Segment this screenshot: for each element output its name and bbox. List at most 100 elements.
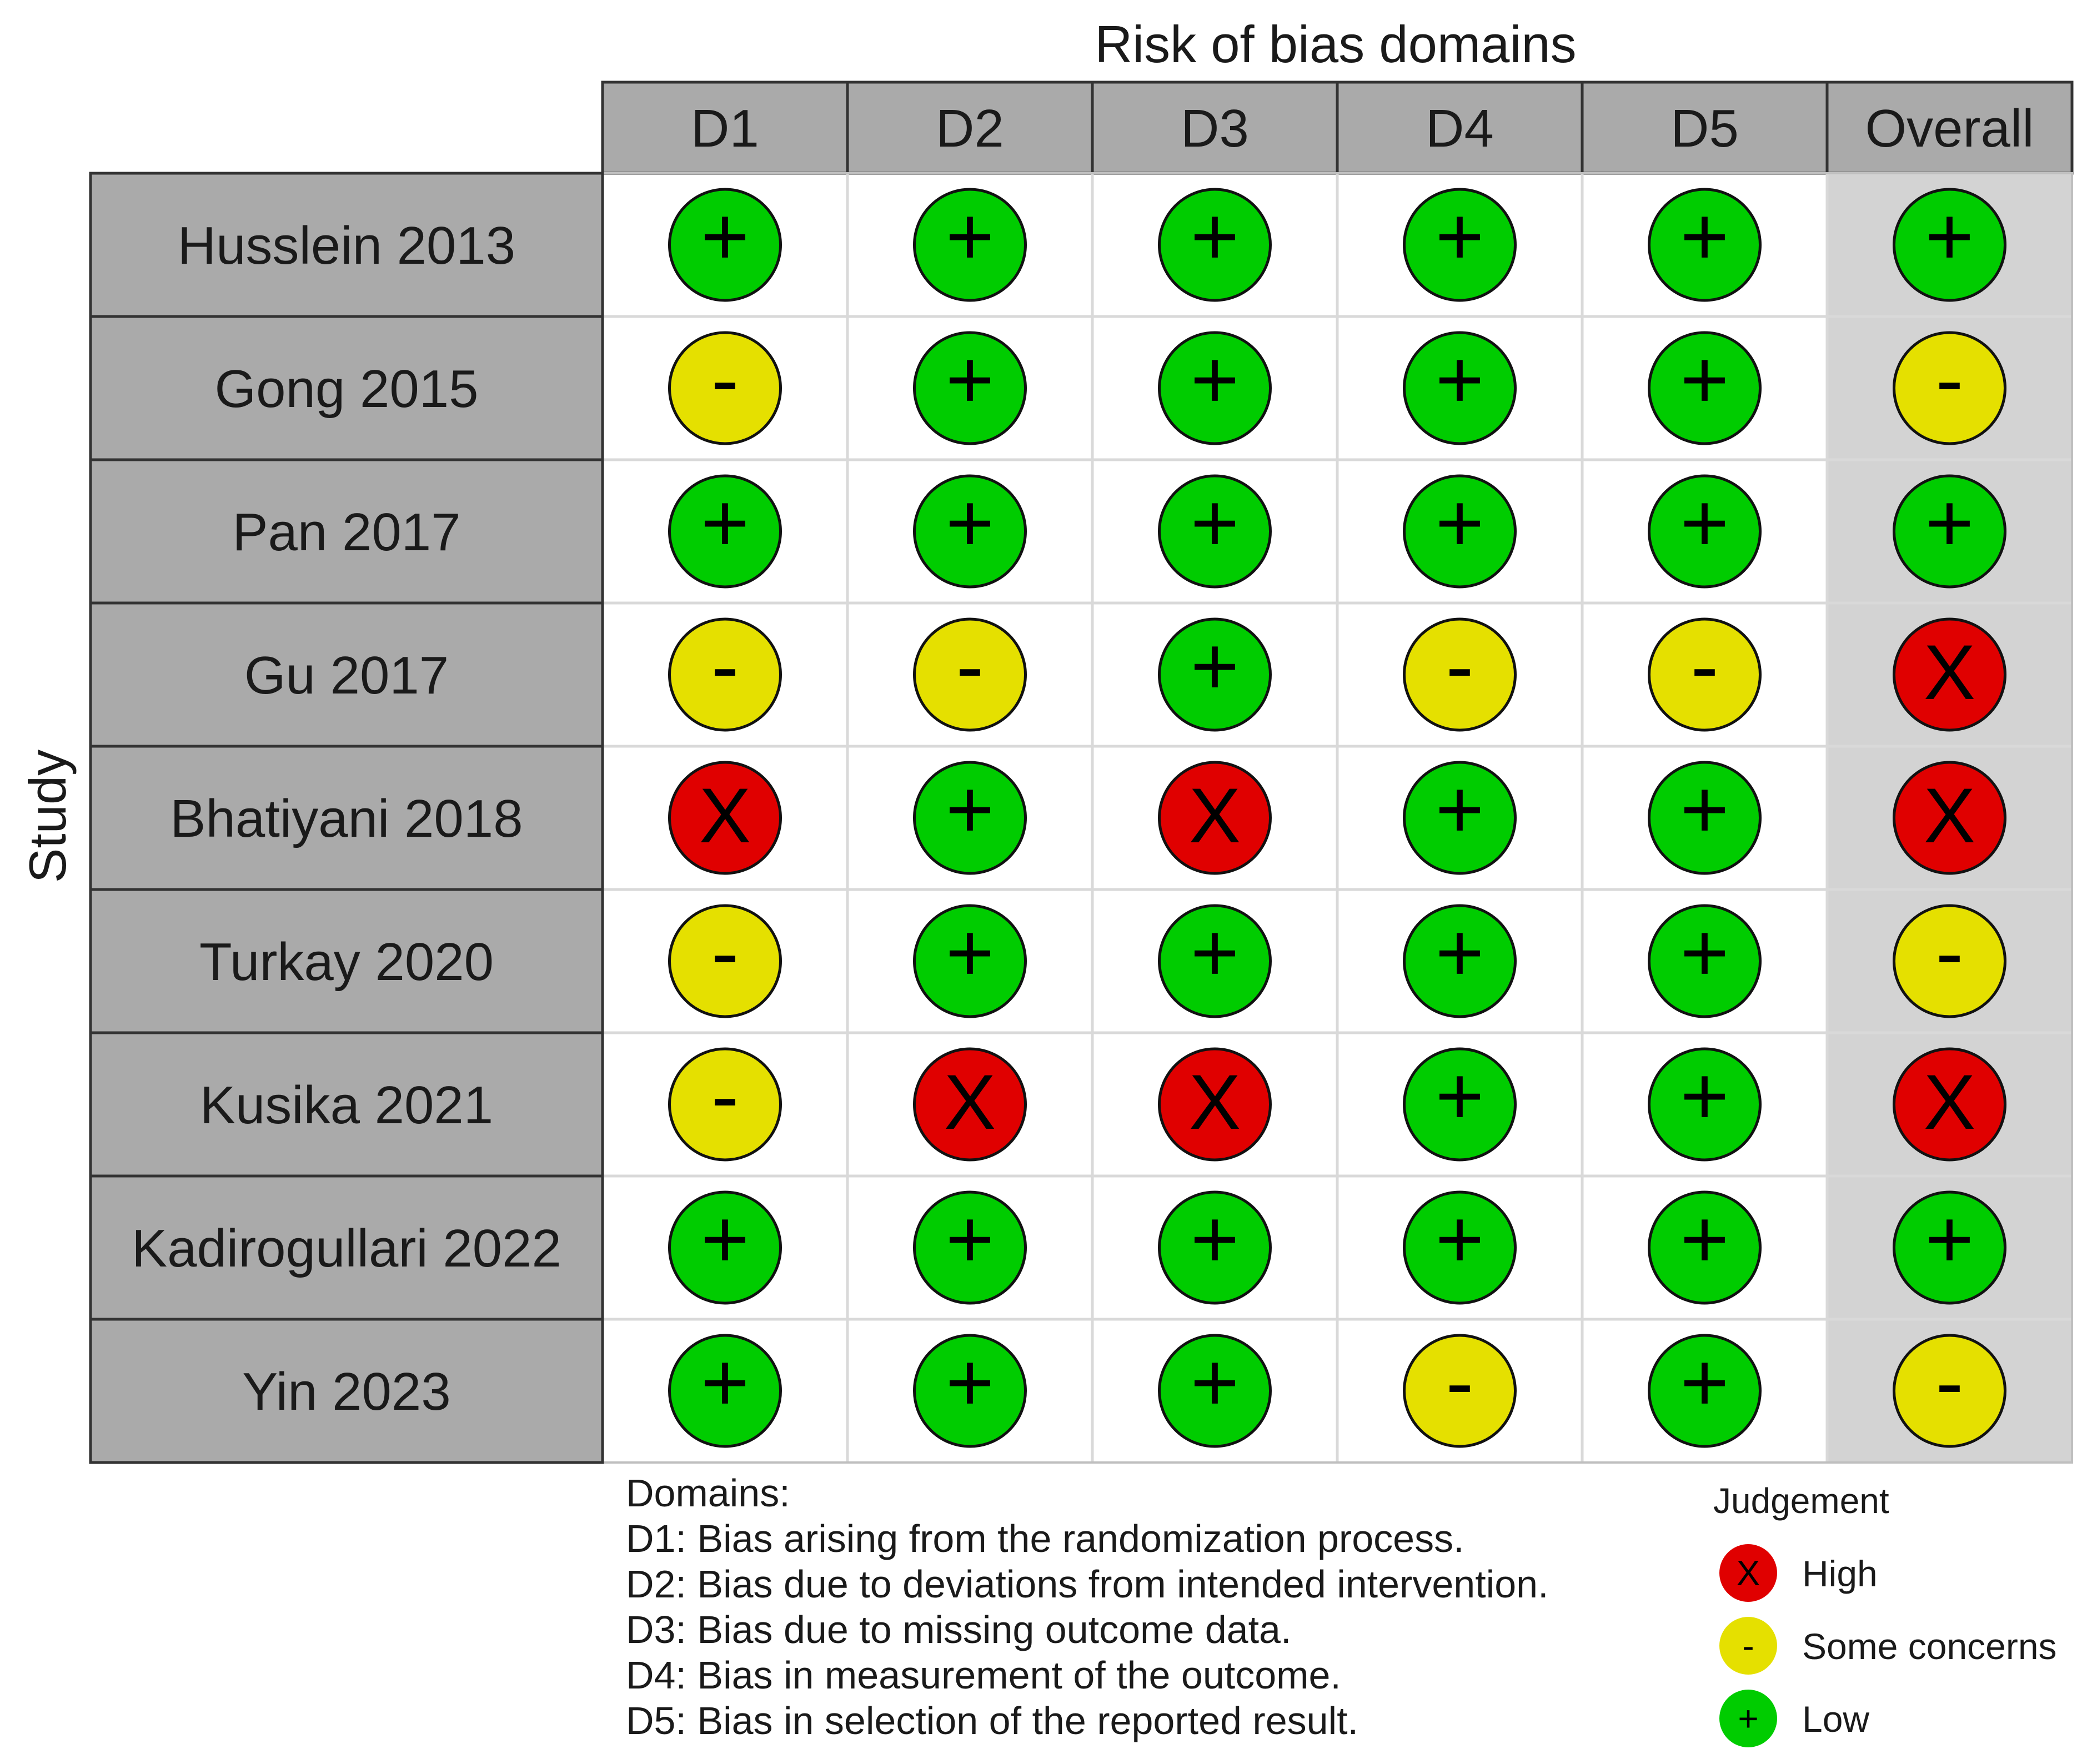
domains-list: D1: Bias arising from the randomization … [626, 1517, 1549, 1742]
judgement-symbol: - [711, 619, 739, 712]
judgement-symbol: + [701, 189, 750, 283]
judgement-symbol: + [701, 476, 750, 569]
judgement-some-concerns-marker [1648, 617, 1762, 732]
judgement-symbol: + [1191, 906, 1240, 999]
judgement-symbol: X [1189, 772, 1241, 859]
study-label-cell [89, 172, 604, 318]
judgement-low-marker [1403, 1047, 1517, 1162]
study-label: Bhatiyani 2018 [170, 789, 523, 848]
judgement-symbol: - [1691, 619, 1719, 712]
judgement-symbol: + [1680, 1335, 1729, 1429]
judgement-low-marker [668, 188, 782, 302]
column-header-d1 [601, 81, 849, 175]
domain-description: D3: Bias due to missing outcome data. [626, 1608, 1291, 1651]
judgement-low-marker [1158, 188, 1272, 302]
column-header-overall [1825, 81, 2074, 175]
judgement-symbol: + [701, 1335, 750, 1429]
judgement-low-marker [1403, 904, 1517, 1018]
judgement-symbol: + [1191, 1335, 1240, 1429]
legend-symbol: - [1742, 1626, 1754, 1666]
judgement-symbol: + [1680, 333, 1729, 426]
judgement-low-marker [1158, 474, 1272, 589]
judgement-high-marker [1158, 761, 1272, 875]
column-header-label-d4: D4 [1426, 99, 1494, 158]
study-label-cell [89, 1031, 604, 1178]
judgement-some-concerns-marker [668, 904, 782, 1018]
domains-heading: Domains: [626, 1471, 790, 1515]
judgement-symbol: - [1936, 1335, 1964, 1429]
judgement-high-marker [1893, 761, 2006, 875]
judgement-symbol: - [711, 906, 739, 999]
judgement-symbol: + [701, 1192, 750, 1285]
judgement-symbol: + [1191, 333, 1240, 426]
judgement-symbol: X [699, 772, 751, 859]
judgement-low-marker [1648, 331, 1762, 445]
judgement-symbol: + [1436, 906, 1484, 999]
study-label-cell [89, 458, 604, 605]
legend-label: Low [1802, 1698, 1869, 1740]
judgement-low-marker [1893, 1190, 2006, 1305]
study-label: Kadirogullari 2022 [132, 1219, 561, 1278]
judgement-symbol: - [1936, 333, 1964, 426]
judgement-low-marker [1403, 331, 1517, 445]
judgement-low-marker [913, 761, 1027, 875]
judgement-symbol: + [1436, 476, 1484, 569]
domain-description: D2: Bias due to deviations from intended… [626, 1562, 1549, 1606]
judgement-symbol: + [1680, 1192, 1729, 1285]
judgement-symbol: + [1925, 189, 1974, 283]
judgement-some-concerns-marker [1893, 1334, 2006, 1448]
judgement-low-marker [668, 474, 782, 589]
judgement-symbol: + [1436, 1049, 1484, 1142]
domain-description: D4: Bias in measurement of the outcome. [626, 1654, 1341, 1697]
study-label: Husslein 2013 [178, 216, 515, 275]
judgement-low-marker [1158, 1334, 1272, 1448]
column-header-label-d5: D5 [1670, 99, 1739, 158]
judgement-symbol: + [1925, 1192, 1974, 1285]
judgement-low-marker [668, 1190, 782, 1305]
study-label: Gong 2015 [214, 359, 478, 419]
judgement-low-marker [913, 474, 1027, 589]
judgement-symbol: + [1191, 189, 1240, 283]
judgement-symbol: - [1936, 906, 1964, 999]
column-header-label-d1: D1 [691, 99, 759, 158]
judgement-symbol: + [1191, 1192, 1240, 1285]
judgement-symbol: - [711, 333, 739, 426]
judgement-symbol: - [956, 619, 984, 712]
study-label-cell [89, 1318, 604, 1464]
judgement-low-marker [1648, 1190, 1762, 1305]
judgement-symbol: + [946, 906, 995, 999]
judgement-symbol: X [1189, 1058, 1241, 1145]
judgement-symbol: - [711, 1049, 739, 1142]
legend-symbol: X [1737, 1553, 1760, 1593]
judgement-low-marker [1893, 188, 2006, 302]
legend-high-marker [1719, 1544, 1777, 1602]
judgement-some-concerns-marker [668, 1047, 782, 1162]
judgement-some-concerns-marker [1893, 904, 2006, 1018]
judgement-symbol: + [946, 189, 995, 283]
legend: X High - Some concerns + Low [1719, 1544, 2057, 1747]
judgement-some-concerns-marker [1403, 617, 1517, 732]
study-label-cell [89, 888, 604, 1034]
judgement-symbol: + [946, 476, 995, 569]
risk-table: D1 D2 D3 D4 D5 Overall Husslein 2013 + + + + + + Gong… [89, 81, 2074, 1464]
judgement-low-marker [1403, 1190, 1517, 1305]
judgement-symbol: + [1191, 476, 1240, 569]
domain-description: D5: Bias in selection of the reported re… [626, 1699, 1358, 1742]
study-label: Kusika 2021 [200, 1076, 493, 1135]
judgement-low-marker [1158, 904, 1272, 1018]
judgement-symbol: + [1436, 189, 1484, 283]
column-header-d4 [1336, 81, 1584, 175]
legend-symbol: + [1738, 1698, 1758, 1738]
judgement-low-marker [1403, 188, 1517, 302]
legend-title: Judgement [1713, 1481, 1889, 1521]
judgement-symbol: + [1680, 762, 1729, 856]
y-axis-label: Study [18, 750, 77, 883]
legend-some-concerns-marker [1719, 1617, 1777, 1675]
judgement-some-concerns-marker [668, 331, 782, 445]
judgement-low-marker [1648, 188, 1762, 302]
judgement-low-marker [913, 188, 1027, 302]
judgement-low-marker [1648, 904, 1762, 1018]
judgement-symbol: X [1924, 1058, 1975, 1145]
judgement-symbol: + [1191, 619, 1240, 712]
